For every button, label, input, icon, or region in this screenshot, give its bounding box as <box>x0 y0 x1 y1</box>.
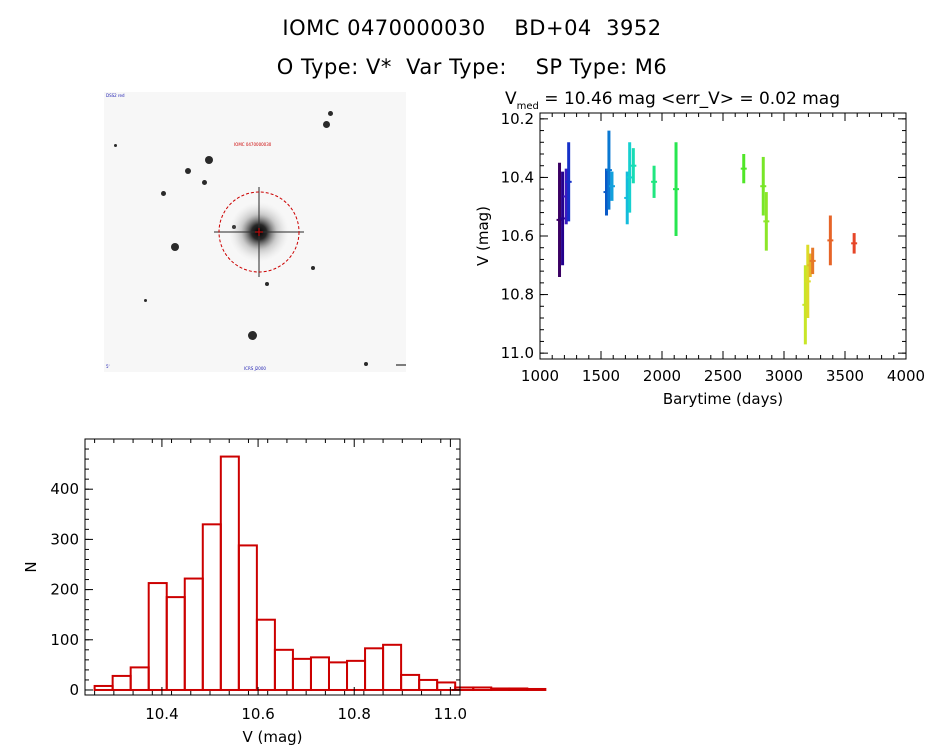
lightcurve-x-tick-label: 1500 <box>582 367 620 385</box>
histogram-bar <box>364 647 385 691</box>
lightcurve-x-tick-label: 4000 <box>887 367 925 385</box>
histogram-bar <box>508 687 529 691</box>
finder-star <box>328 111 333 116</box>
histogram-bar <box>201 523 222 691</box>
finder-star <box>311 266 315 270</box>
histogram-frame <box>84 438 461 696</box>
lightcurve-y-tick-label: 10.4 <box>501 168 534 186</box>
finder-scale-label: 5' <box>106 364 110 369</box>
histogram-bar <box>526 687 547 691</box>
object-id-title: IOMC 0470000030 BD+04 3952 <box>282 16 662 40</box>
finder-star <box>265 282 269 286</box>
finder-chart-image: DSS2 red IOMC 0470000030 5' ICRS J2000 <box>104 92 406 372</box>
object-type-subtitle: O Type: V* Var Type: SP Type: M6 <box>276 55 668 79</box>
histogram-bar <box>418 678 439 691</box>
histogram-y-tick-label: 300 <box>50 530 79 548</box>
histogram-y-tick-label: 400 <box>50 480 79 498</box>
histogram-x-tick-label: 10.4 <box>145 705 178 723</box>
finder-frame-label: ICRS J2000 <box>244 366 266 371</box>
histogram-bar <box>436 681 457 691</box>
finder-star <box>171 243 179 251</box>
histogram-y-tick-label: 0 <box>69 681 79 699</box>
lightcurve-y-tick-label: 11.0 <box>501 344 534 362</box>
finder-star <box>185 168 191 174</box>
finder-star <box>114 144 117 147</box>
lightcurve-x-tick-label: 2000 <box>643 367 681 385</box>
histogram-bar <box>346 659 367 691</box>
histogram-bar <box>472 686 493 691</box>
histogram-bar <box>93 684 114 691</box>
finder-star <box>161 191 166 196</box>
lightcurve-y-tick-label: 10.8 <box>501 286 534 304</box>
histogram-bar <box>165 596 186 691</box>
histogram-bar <box>237 544 258 691</box>
lightcurve-title: Vmed = 10.46 mag <err_V> = 0.02 mag <box>505 89 840 112</box>
histogram-y-tick-label: 100 <box>50 631 79 649</box>
histogram-x-axis-label: V (mag) <box>242 728 302 746</box>
histogram-x-tick-label: 10.8 <box>338 705 371 723</box>
finder-target-label: IOMC 0470000030 <box>234 142 272 147</box>
histogram-y-tick-label: 200 <box>50 581 79 599</box>
lightcurve-title-rest: = 10.46 mag <err_V> = 0.02 mag <box>539 89 840 109</box>
histogram-bar <box>400 673 421 691</box>
target-circle <box>218 191 300 273</box>
histogram-bar <box>309 656 330 691</box>
lightcurve-x-axis-label: Barytime (days) <box>663 390 783 408</box>
histogram-bar <box>255 618 276 691</box>
histogram-bar <box>382 643 403 691</box>
histogram-bar <box>219 455 240 691</box>
finder-survey-label: DSS2 red <box>106 93 125 98</box>
finder-star <box>364 362 368 366</box>
lightcurve-title-subscript: med <box>517 101 539 112</box>
histogram-x-tick-label: 11.0 <box>434 705 467 723</box>
histogram-bar <box>490 687 511 691</box>
lightcurve-y-tick-label: 10.6 <box>501 227 534 245</box>
histogram-bar <box>129 666 150 691</box>
finder-star <box>205 156 213 164</box>
histogram-x-tick-label: 10.6 <box>241 705 274 723</box>
finder-star <box>144 299 147 302</box>
histogram-bar <box>273 648 294 691</box>
histogram-bar <box>147 582 168 691</box>
lightcurve-x-tick-label: 2500 <box>704 367 742 385</box>
finder-star <box>202 180 207 185</box>
histogram-bar <box>183 577 204 691</box>
lightcurve-x-tick-label: 3500 <box>826 367 864 385</box>
histogram-bar <box>327 661 349 691</box>
lightcurve-y-axis-label: V (mag) <box>474 206 492 266</box>
lightcurve-title-main: V <box>505 89 517 109</box>
finder-star <box>323 121 330 128</box>
finder-star <box>248 331 257 340</box>
finder-target-overlay <box>214 187 406 366</box>
histogram-bar <box>111 674 132 691</box>
lightcurve-x-tick-label: 1000 <box>521 367 559 385</box>
histogram-bar <box>291 657 312 691</box>
lightcurve-y-tick-label: 10.2 <box>501 110 534 128</box>
lightcurve-x-tick-label: 3000 <box>765 367 803 385</box>
lightcurve-frame <box>539 112 907 360</box>
histogram-y-axis-label: N <box>22 561 40 572</box>
